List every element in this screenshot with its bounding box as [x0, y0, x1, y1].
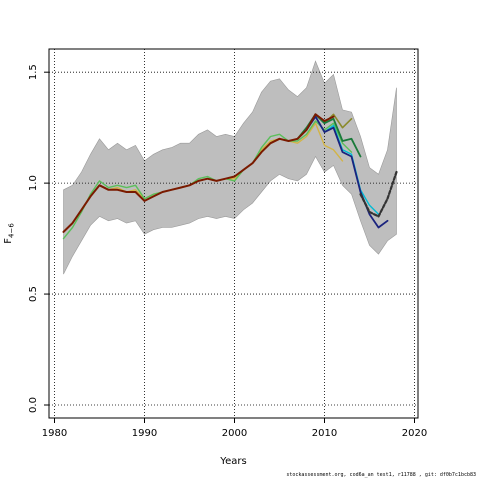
series-line-7 — [359, 170, 398, 218]
y-axis-title-main: F — [3, 238, 14, 244]
series-layer — [62, 113, 398, 240]
x-tick-label: 2020 — [402, 428, 427, 439]
y-axis-title: F4−6 — [3, 223, 16, 244]
x-tick-label: 2010 — [312, 428, 337, 439]
x-tick-label: 2000 — [222, 428, 247, 439]
y-tick-label: 0.5 — [28, 286, 39, 302]
series-line-2 — [62, 120, 353, 240]
y-tick-label: 0.0 — [28, 397, 39, 413]
y-axis: 0.0 0.5 1.0 1.5 — [28, 64, 49, 413]
confidence-band-layer — [63, 60, 397, 275]
x-axis: 1980 1990 2000 2010 2020 — [42, 418, 427, 439]
confidence-band — [63, 60, 397, 275]
footer-source: stockassessment.org, cod6a_an test1, r11… — [286, 472, 476, 478]
x-tick-label: 1990 — [132, 428, 157, 439]
series-line-8 — [62, 113, 335, 233]
grid-layer — [49, 49, 418, 418]
y-tick-label: 1.0 — [28, 175, 39, 191]
plot-frame — [48, 48, 419, 419]
x-tick-label: 1980 — [42, 428, 67, 439]
y-tick-label: 1.5 — [28, 64, 39, 80]
x-axis-title: Years — [219, 456, 246, 467]
y-axis-title-subscript: 4−6 — [8, 223, 16, 238]
series-line-6 — [305, 115, 389, 229]
